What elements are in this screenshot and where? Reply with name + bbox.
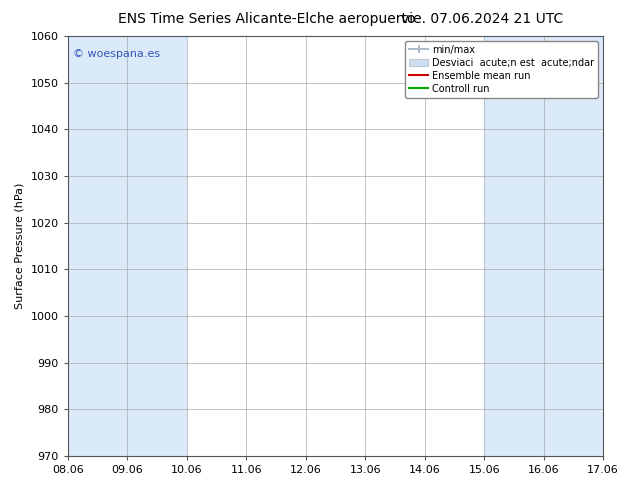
Bar (127, 36, 186, 456)
Text: vie. 07.06.2024 21 UTC: vie. 07.06.2024 21 UTC (401, 12, 563, 26)
Legend: min/max, Desviaci  acute;n est  acute;ndar, Ensemble mean run, Controll run: min/max, Desviaci acute;n est acute;ndar… (405, 41, 598, 98)
Text: © woespana.es: © woespana.es (73, 49, 160, 59)
Bar (68, 36, 127, 456)
Bar (484, 36, 543, 456)
Bar (543, 36, 603, 456)
Y-axis label: Surface Pressure (hPa): Surface Pressure (hPa) (15, 183, 25, 309)
Text: ENS Time Series Alicante-Elche aeropuerto: ENS Time Series Alicante-Elche aeropuert… (117, 12, 415, 26)
